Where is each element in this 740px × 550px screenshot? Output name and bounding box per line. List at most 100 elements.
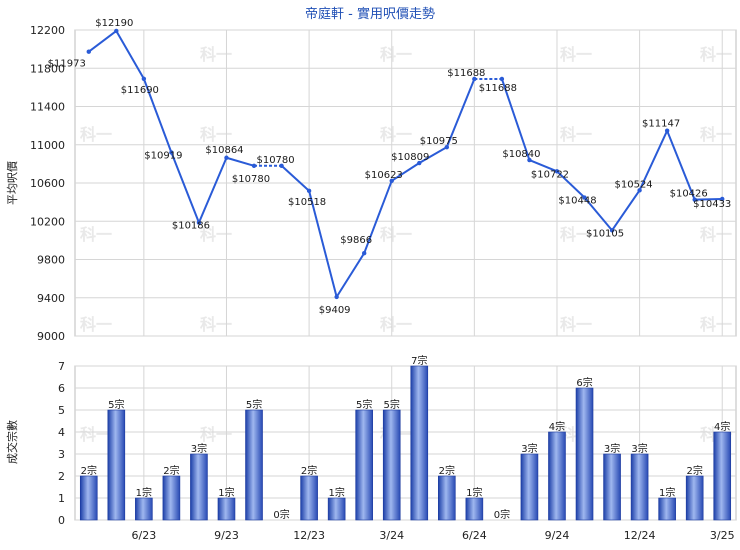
price-line-segment bbox=[583, 196, 613, 231]
price-point bbox=[527, 157, 532, 163]
volume-bar bbox=[548, 431, 566, 521]
price-point bbox=[141, 76, 147, 81]
volume-bar-label: 4宗 bbox=[549, 420, 565, 433]
volume-bar-label: 2宗 bbox=[81, 464, 97, 477]
volume-bar bbox=[713, 431, 732, 521]
volume-bar bbox=[630, 453, 649, 521]
price-point-label: $10919 bbox=[144, 150, 182, 161]
price-point-label: $11973 bbox=[48, 59, 86, 70]
price-point-label: $10840 bbox=[502, 149, 540, 160]
chart-title: 帝庭軒 - 實用呎價走勢 bbox=[305, 6, 435, 22]
price-line-segment bbox=[391, 162, 420, 182]
volume-bar-label: 2宗 bbox=[163, 464, 179, 477]
watermark-text: 科一 bbox=[700, 315, 732, 334]
volume-bar bbox=[79, 475, 98, 521]
volume-y-tick-label: 7 bbox=[58, 360, 65, 373]
x-tick-label: 6/24 bbox=[462, 529, 487, 542]
price-line-segment bbox=[226, 156, 255, 167]
price-point-label: $10518 bbox=[288, 197, 326, 208]
price-line-segment bbox=[335, 252, 366, 298]
price-line-layer bbox=[86, 28, 725, 300]
watermark-text: 科一 bbox=[560, 315, 592, 334]
price-point bbox=[609, 228, 615, 233]
price-line-segment bbox=[280, 165, 310, 192]
price-point bbox=[169, 150, 174, 155]
price-point bbox=[417, 160, 422, 166]
price-point bbox=[361, 250, 367, 256]
price-point bbox=[472, 76, 477, 82]
volume-bar-label: 5宗 bbox=[356, 398, 372, 411]
x-tick-label: 12/23 bbox=[293, 529, 325, 542]
volume-bar bbox=[658, 497, 676, 521]
watermark-text: 科一 bbox=[380, 125, 412, 144]
price-point bbox=[692, 197, 697, 202]
watermark-text: 科一 bbox=[80, 225, 112, 244]
price-point-label: $10105 bbox=[586, 228, 624, 239]
x-tick-label: 3/24 bbox=[379, 529, 404, 542]
x-tick-label: 6/23 bbox=[132, 529, 157, 542]
price-point-label: $10864 bbox=[205, 145, 243, 156]
watermark-text: 科一 bbox=[380, 225, 412, 244]
watermark-text: 科一 bbox=[380, 45, 412, 64]
watermark-text: 科一 bbox=[560, 45, 592, 64]
volume-bar-label: 3宗 bbox=[191, 442, 207, 455]
volume-y-tick-label: 4 bbox=[58, 426, 65, 439]
volume-bar bbox=[217, 497, 236, 521]
x-tick-label: 3/25 bbox=[710, 529, 735, 542]
price-point bbox=[279, 163, 284, 168]
volume-bar-label: 5宗 bbox=[384, 398, 400, 411]
price-point-label: $10448 bbox=[558, 196, 596, 207]
volume-bar bbox=[438, 475, 456, 521]
price-line-segment bbox=[142, 78, 173, 153]
price-line-segment bbox=[198, 157, 228, 223]
volume-bar bbox=[190, 453, 208, 521]
price-line-segment bbox=[694, 197, 723, 201]
volume-bar bbox=[603, 453, 621, 521]
price-point-label: $11147 bbox=[642, 119, 680, 130]
price-point bbox=[499, 76, 505, 82]
watermark-text: 科一 bbox=[80, 125, 112, 144]
volume-y-tick-label: 1 bbox=[58, 492, 65, 505]
watermark-text: 科一 bbox=[700, 125, 732, 144]
volume-bar-label: 0宗 bbox=[494, 508, 510, 521]
price-line-segment bbox=[445, 78, 476, 148]
price-point-label: $10780 bbox=[232, 174, 270, 185]
price-line-segment bbox=[500, 78, 531, 161]
price-point-label: $11688 bbox=[479, 83, 517, 94]
x-tick-label: 9/23 bbox=[214, 529, 239, 542]
volume-bar-label: 6宗 bbox=[576, 376, 592, 389]
watermark-text: 科一 bbox=[200, 425, 232, 444]
volume-bar bbox=[245, 409, 263, 521]
volume-y-tick-label: 2 bbox=[58, 470, 65, 483]
price-point bbox=[306, 188, 312, 194]
price-point-label: $10524 bbox=[615, 179, 653, 190]
watermark-text: 科一 bbox=[700, 225, 732, 244]
watermark-text: 科一 bbox=[200, 125, 232, 144]
volume-bar-label: 1宗 bbox=[136, 486, 152, 499]
price-point-label: $10623 bbox=[365, 170, 403, 181]
volume-bar-label: 7宗 bbox=[411, 354, 427, 367]
price-point bbox=[582, 195, 587, 200]
price-line-segment bbox=[529, 159, 558, 173]
volume-bar bbox=[465, 497, 484, 521]
volume-bar-label: 0宗 bbox=[273, 508, 289, 521]
price-y-tick-label: 11800 bbox=[30, 62, 65, 75]
price-point bbox=[334, 294, 339, 300]
price-y-tick-label: 11000 bbox=[30, 139, 65, 152]
price-line-segment bbox=[170, 152, 200, 223]
volume-bar-label: 1宗 bbox=[659, 486, 675, 499]
volume-bar bbox=[410, 365, 429, 521]
price-point bbox=[554, 169, 560, 174]
price-point-label: $9866 bbox=[340, 235, 372, 246]
price-line-segment bbox=[556, 170, 586, 199]
volume-bar bbox=[382, 409, 401, 521]
price-line-segment bbox=[611, 189, 641, 231]
volume-bar-label: 1宗 bbox=[466, 486, 482, 499]
price-point bbox=[196, 220, 202, 225]
price-line-segment bbox=[115, 30, 145, 80]
price-point bbox=[86, 49, 91, 54]
price-point-label: $10975 bbox=[420, 136, 458, 147]
price-point bbox=[114, 28, 119, 34]
